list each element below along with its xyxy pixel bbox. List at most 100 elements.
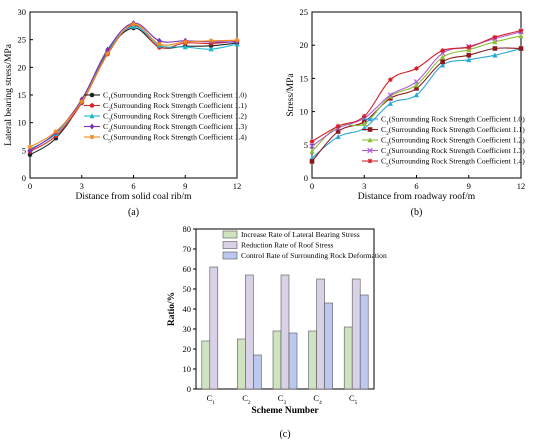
chart-b-series bbox=[309, 28, 524, 164]
legend-label-3: Control Rate of Surrounding Rock Deforma… bbox=[241, 251, 387, 260]
data-point-5 bbox=[53, 129, 59, 134]
legend-label-4: C4(Surrounding Rock Strength Coefficient… bbox=[103, 122, 247, 134]
bar-1-5 bbox=[343, 326, 353, 390]
y-tick-label: 30 bbox=[18, 7, 27, 17]
data-point-2 bbox=[440, 59, 445, 65]
data-point-4 bbox=[413, 78, 420, 85]
legend-label-1: Increase Rate of Lateral Bearing Stress bbox=[241, 230, 360, 239]
chart-b-panel: 0 5 10 15 20 25 0 3 6 9 12 C1(Surrounding Rock Str… bbox=[286, 7, 525, 218]
legend-marker-2 bbox=[89, 103, 95, 108]
chart-a-panel: 0 5 10 15 20 25 30 0 3 6 9 12 C1(Surrounding Rock S… bbox=[4, 7, 247, 218]
legend-label-2: C2(Surrounding Rock Strength Coefficient… bbox=[381, 125, 525, 137]
legend-marker-1 bbox=[89, 92, 95, 98]
chart-a-legend: C1(Surrounding Rock Strength Coefficient… bbox=[84, 91, 247, 145]
legend-marker-1 bbox=[367, 116, 373, 122]
bar-2-1 bbox=[209, 266, 219, 390]
data-point-5 bbox=[234, 37, 240, 43]
x-tick-label: 3 bbox=[362, 181, 366, 191]
y-tick-label: 70 bbox=[183, 244, 192, 254]
legend-marker-2 bbox=[367, 127, 373, 132]
legend-label-1: C1(Surrounding Rock Strength Coefficient… bbox=[103, 91, 247, 103]
y-tick-label: 30 bbox=[183, 324, 192, 334]
y-tick-label: 25 bbox=[18, 35, 27, 45]
x-tick-label: C2 bbox=[242, 393, 251, 406]
chart-b-y-axis-label: Stress/MPa bbox=[286, 73, 296, 117]
bar-1-1 bbox=[201, 340, 211, 390]
caption-b: (b) bbox=[411, 207, 423, 218]
data-point-3 bbox=[413, 82, 420, 88]
y-tick-label: 80 bbox=[183, 224, 192, 234]
x-tick-label: 9 bbox=[183, 181, 187, 191]
chart-a-x-axis-label: Distance from solid coal rib/m bbox=[75, 191, 192, 202]
chart-b-legend: C1(Surrounding Rock Strength Coefficient… bbox=[362, 115, 525, 169]
data-point-5 bbox=[183, 39, 188, 45]
x-tick-label: 9 bbox=[467, 181, 471, 191]
y-tick-label: 15 bbox=[300, 73, 309, 83]
data-point-3 bbox=[518, 33, 524, 39]
data-point-2 bbox=[414, 86, 419, 91]
y-tick-label: 10 bbox=[18, 118, 27, 128]
y-tick-label: 50 bbox=[183, 284, 192, 294]
caption-c: (c) bbox=[279, 429, 290, 440]
y-tick-label: 15 bbox=[18, 90, 27, 100]
legend-marker-5 bbox=[89, 134, 95, 140]
legend-label-1: C1(Surrounding Rock Strength Coefficient… bbox=[381, 115, 525, 127]
x-tick-label: C4 bbox=[313, 393, 322, 406]
data-point-2 bbox=[466, 52, 472, 58]
legend-label-5: C5(Surrounding Rock Strength Coefficient… bbox=[381, 157, 525, 169]
data-point-5 bbox=[105, 51, 110, 56]
data-point-3 bbox=[492, 39, 498, 45]
chart-c-x-axis-label: Scheme Number bbox=[251, 406, 319, 416]
chart-c-ticks: 0 10 20 30 40 50 60 70 80 C1 C2 C3 C4 C5 bbox=[183, 224, 358, 406]
x-tick-label: 12 bbox=[517, 181, 526, 191]
x-tick-label: 0 bbox=[310, 181, 314, 191]
legend-marker-4 bbox=[89, 123, 95, 130]
legend-label-4: C4(Surrounding Rock Strength Coefficient… bbox=[381, 146, 525, 158]
bar-1-2 bbox=[237, 338, 246, 390]
y-tick-label: 20 bbox=[18, 62, 27, 72]
data-point-2 bbox=[518, 46, 524, 51]
legend-swatch-1 bbox=[222, 230, 238, 239]
data-point-5 bbox=[131, 21, 136, 27]
data-point-2 bbox=[492, 46, 498, 51]
x-tick-label: C1 bbox=[207, 393, 216, 406]
bar-2-3 bbox=[280, 274, 290, 390]
y-tick-label: 0 bbox=[304, 173, 308, 183]
y-tick-label: 20 bbox=[300, 40, 309, 50]
data-point-5 bbox=[335, 123, 341, 129]
y-tick-label: 0 bbox=[187, 384, 191, 394]
x-tick-label: 6 bbox=[131, 181, 135, 191]
data-point-3 bbox=[208, 46, 214, 52]
bar-1-4 bbox=[308, 330, 317, 390]
bar-2-4 bbox=[316, 278, 325, 390]
data-point-1 bbox=[335, 134, 341, 140]
legend-label-2: Reduction Rate of Roof Stress bbox=[241, 241, 333, 250]
y-tick-label: 5 bbox=[304, 140, 308, 150]
legend-label-3: C3(Surrounding Rock Strength Coefficient… bbox=[103, 112, 247, 124]
x-tick-label: 3 bbox=[80, 181, 84, 191]
bar-2-5 bbox=[351, 278, 361, 390]
x-tick-label: C3 bbox=[278, 393, 287, 406]
data-point-1 bbox=[413, 92, 420, 98]
legend-marker-3 bbox=[367, 137, 373, 143]
bar-2-2 bbox=[245, 274, 254, 390]
data-point-1 bbox=[387, 100, 393, 106]
bar-3-4 bbox=[324, 302, 333, 390]
data-point-5 bbox=[466, 44, 472, 50]
legend-swatch-2 bbox=[222, 241, 238, 249]
data-point-3 bbox=[387, 93, 393, 99]
chart-b-ticks: 0 5 10 15 20 25 0 3 6 9 12 bbox=[300, 7, 526, 191]
y-tick-label: 60 bbox=[183, 264, 192, 274]
data-point-5 bbox=[414, 66, 419, 71]
chart-a-series bbox=[27, 20, 240, 158]
data-point-5 bbox=[79, 99, 85, 104]
data-point-1 bbox=[27, 152, 33, 158]
chart-a-ticks: 0 5 10 15 20 25 30 0 3 6 9 12 bbox=[18, 7, 242, 191]
legend-swatch-3 bbox=[222, 251, 238, 260]
bar-3-5 bbox=[359, 294, 369, 390]
chart-c-panel: 0 10 20 30 40 50 60 70 80 C1 C2 C3 C4 C5 Increase Rat… bbox=[167, 224, 387, 440]
legend-marker-5 bbox=[367, 158, 373, 164]
legend-label-3: C3(Surrounding Rock Strength Coefficient… bbox=[381, 136, 525, 148]
data-point-5 bbox=[362, 113, 367, 119]
